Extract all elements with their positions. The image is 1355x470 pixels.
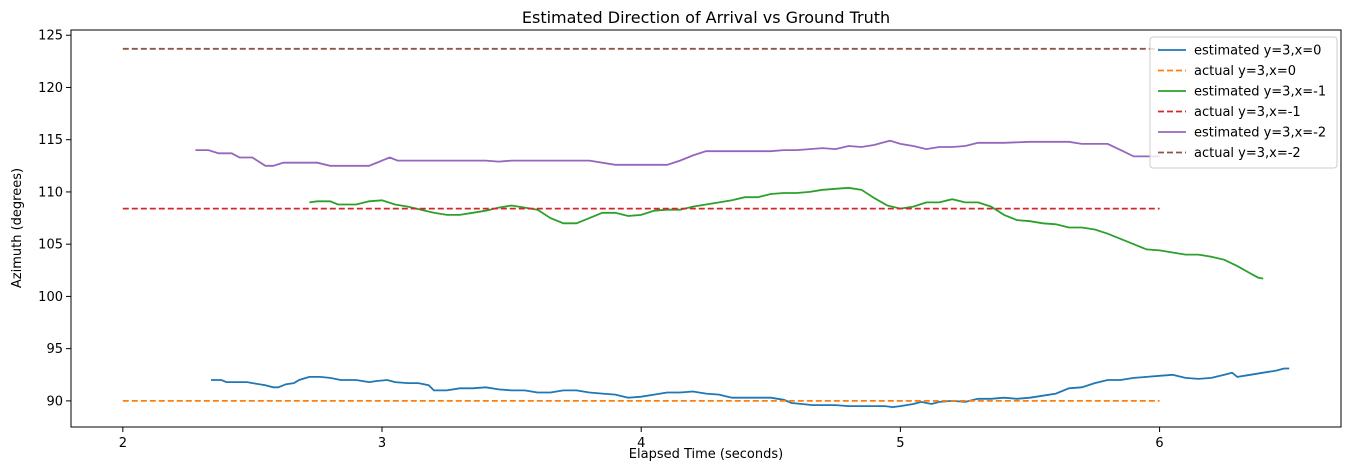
x-axis-label: Elapsed Time (seconds): [629, 447, 783, 462]
legend-label: actual y=3,x=0: [1194, 64, 1296, 79]
legend-label: actual y=3,x=-2: [1194, 146, 1301, 161]
legend-box: [1149, 36, 1338, 169]
y-tick-label: 115: [38, 133, 63, 148]
x-tick-label: 2: [119, 436, 127, 451]
y-tick-label: 110: [38, 185, 63, 200]
legend-label: estimated y=3,x=-1: [1194, 85, 1326, 100]
y-tick-label: 90: [46, 394, 63, 409]
series-line-3: [309, 186, 1264, 280]
y-tick-label: 100: [38, 290, 63, 305]
x-tick-label: 6: [1155, 436, 1163, 451]
x-tick-label: 5: [896, 436, 904, 451]
chart-title: Estimated Direction of Arrival vs Ground…: [522, 8, 890, 27]
legend: estimated y=3,x=0 actual y=3,x=0 estimated…: [1149, 36, 1338, 169]
y-tick-label: 120: [38, 81, 63, 96]
y-tick-label: 105: [38, 238, 63, 253]
x-tick-label: 3: [378, 436, 386, 451]
axes-frame: [70, 29, 1342, 428]
x-axis: 2 3 4 5 6: [119, 427, 1164, 451]
legend-label: estimated y=3,x=0: [1194, 44, 1321, 59]
y-tick-label: 95: [46, 342, 63, 357]
x-tick-label: 4: [637, 436, 645, 451]
legend-label: actual y=3,x=-1: [1194, 105, 1301, 120]
series-line-1: [211, 367, 1290, 409]
plot-area: [122, 47, 1290, 409]
y-axis: 90 95 100 105 110 115 120 125: [38, 29, 71, 409]
y-tick-label: 125: [38, 29, 63, 44]
series-line-5: [195, 139, 1160, 167]
y-axis-label: Azimuth (degrees): [10, 168, 25, 288]
legend-label: estimated y=3,x=-2: [1194, 126, 1326, 141]
